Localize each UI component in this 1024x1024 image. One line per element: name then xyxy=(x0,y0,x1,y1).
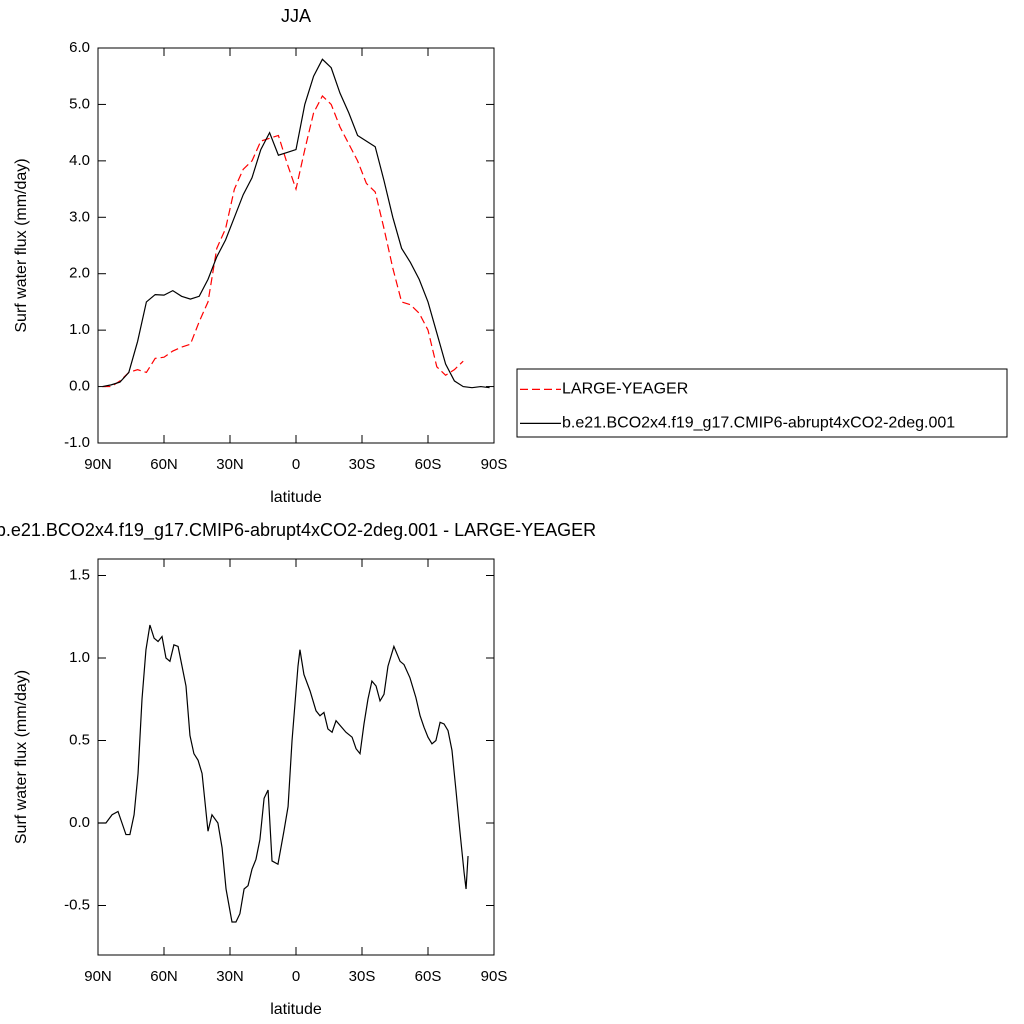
y-tick-label: -0.5 xyxy=(64,896,90,913)
y-tick-label: 4.0 xyxy=(69,152,90,169)
y-tick-label: 5.0 xyxy=(69,95,90,112)
data-line xyxy=(98,624,469,923)
x-tick-label: 90S xyxy=(481,968,508,985)
legend-box xyxy=(516,368,1008,438)
plot-frame xyxy=(97,558,495,956)
x-tick-label: 30N xyxy=(216,456,244,473)
y-tick-label: 1.5 xyxy=(69,566,90,583)
data-line xyxy=(102,58,490,389)
x-tick-label: 90N xyxy=(84,968,112,985)
y-axis-label: Surf water flux (mm/day) xyxy=(13,158,30,332)
x-tick-label: 60N xyxy=(150,456,178,473)
legend-label: LARGE-YEAGER xyxy=(562,381,688,398)
chart-title: b.e21.BCO2x4.f19_g17.CMIP6-abrupt4xCO2-2… xyxy=(0,520,596,541)
y-tick-label: 1.0 xyxy=(69,649,90,666)
y-tick-label: 1.0 xyxy=(69,321,90,338)
y-axis-label: Surf water flux (mm/day) xyxy=(13,670,30,844)
x-tick-label: 0 xyxy=(292,456,300,473)
x-tick-label: 60S xyxy=(415,968,442,985)
plot-frame xyxy=(97,47,495,444)
chart-title: JJA xyxy=(281,6,311,26)
y-tick-label: 3.0 xyxy=(69,208,90,225)
data-line xyxy=(102,94,464,388)
x-tick-label: 30S xyxy=(349,456,376,473)
x-tick-label: 60N xyxy=(150,968,178,985)
y-tick-label: -1.0 xyxy=(64,434,90,451)
x-axis-label: latitude xyxy=(270,489,322,506)
x-tick-label: 30N xyxy=(216,968,244,985)
x-tick-label: 30S xyxy=(349,968,376,985)
y-tick-label: 6.0 xyxy=(69,39,90,56)
x-tick-label: 90N xyxy=(84,456,112,473)
x-tick-label: 0 xyxy=(292,968,300,985)
y-tick-label: 0.0 xyxy=(69,814,90,831)
y-tick-label: 0.5 xyxy=(69,731,90,748)
y-tick-label: 2.0 xyxy=(69,265,90,282)
legend-label: b.e21.BCO2x4.f19_g17.CMIP6-abrupt4xCO2-2… xyxy=(562,415,955,432)
x-axis-label: latitude xyxy=(270,1001,322,1018)
x-tick-label: 60S xyxy=(415,456,442,473)
x-tick-label: 90S xyxy=(481,456,508,473)
y-tick-label: 0.0 xyxy=(69,378,90,395)
